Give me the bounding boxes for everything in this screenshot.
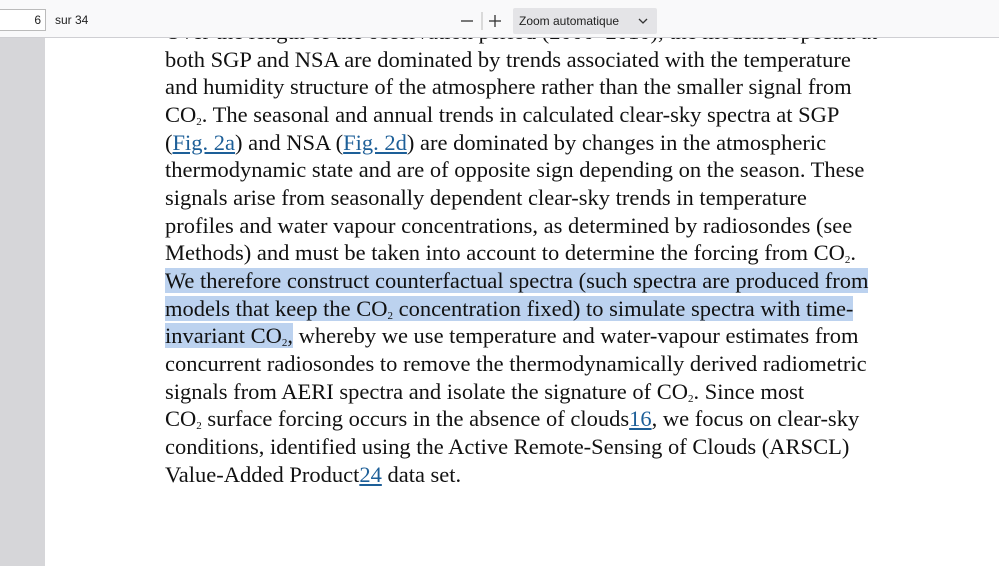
text-line: invariant CO2, whereby we use temperatur… <box>165 322 859 350</box>
text-run: signals arise from seasonally dependent … <box>165 185 807 211</box>
toolbar: 6 sur 34 Zoom automatique <box>0 0 999 38</box>
sidebar <box>0 38 45 566</box>
text-line: CO2. The seasonal and annual trends in c… <box>165 101 839 129</box>
text-run: . The seasonal and annual trends in calc… <box>201 102 840 127</box>
text-run: concentration fixed) to simulate spectra… <box>392 295 854 321</box>
text-line: We therefore construct counterfactual sp… <box>165 267 869 295</box>
text-run: We therefore construct counterfactual sp… <box>165 268 869 294</box>
selection-highlight: 2 <box>281 323 288 350</box>
text-line: and humidity structure of the atmosphere… <box>165 73 852 101</box>
subscript: 2 <box>844 254 851 267</box>
text-line: concurrent radiosondes to remove the the… <box>165 350 867 378</box>
text-run: data set. <box>381 461 462 487</box>
zoom-label: Zoom automatique <box>519 14 620 28</box>
text-run: CO <box>165 102 197 127</box>
reference-link[interactable]: Fig. 2d <box>343 129 407 155</box>
chevron <box>638 18 648 24</box>
zoom-in[interactable] <box>489 15 501 27</box>
text-run: conditions, identified using the Active … <box>165 434 850 460</box>
text-run: ) and NSA ( <box>235 129 344 155</box>
subscript: 2 <box>196 116 202 128</box>
page-number-input[interactable]: 6 <box>0 9 46 31</box>
text-run: surface forcing occurs in the absence of… <box>201 406 630 432</box>
selection-highlight: invariant CO <box>165 323 282 349</box>
text-line: Methods) and must be taken into account … <box>165 239 856 267</box>
text-line: Value-Added Product24 data set. <box>165 461 461 489</box>
text-line: conditions, identified using the Active … <box>165 433 849 461</box>
text-run: , we focus on clear-sky <box>651 406 860 432</box>
text-line: models that keep the CO2 concentration f… <box>165 295 854 323</box>
selection-highlight: models that keep the CO <box>165 295 388 321</box>
text-run: concurrent radiosondes to remove the the… <box>165 351 867 377</box>
text-run: CO <box>165 406 197 432</box>
text-run: , <box>287 323 293 349</box>
text-run: profiles and water vapour concentrations… <box>165 212 853 238</box>
selection-highlight: We therefore construct counterfactual sp… <box>165 268 869 294</box>
text-run: . <box>850 240 856 266</box>
text-line: profiles and water vapour concentrations… <box>165 212 852 240</box>
text-run: . Since most <box>693 378 805 404</box>
subscript: 2 <box>281 337 288 350</box>
text-run: Methods) and must be taken into account … <box>165 240 845 266</box>
subscript: 2 <box>196 420 202 433</box>
text-line: thermodynamic state and are of opposite … <box>165 156 864 184</box>
reference-link[interactable]: Fig. 2a <box>172 129 236 155</box>
text-line: signals arise from seasonally dependent … <box>165 184 807 212</box>
text-run: ( <box>165 129 173 155</box>
text-line: (Fig. 2a) and NSA (Fig. 2d) are dominate… <box>165 129 826 157</box>
text-run: models that keep the CO <box>165 295 388 321</box>
text-run: and humidity structure of the atmosphere… <box>165 74 852 100</box>
text-run: ) are dominated by changes in the atmosp… <box>406 129 827 155</box>
selection-highlight: 2 <box>387 295 393 322</box>
zoom-select[interactable]: Zoom automatique <box>513 8 657 34</box>
selection-highlight: , <box>287 323 293 349</box>
text-line: both SGP and NSA are dominated by trends… <box>165 46 851 74</box>
reference-link[interactable]: 24 <box>359 461 382 487</box>
text-run: both SGP and NSA are dominated by trends… <box>165 46 851 72</box>
text-run: whereby we use temperature and water-vap… <box>292 323 859 349</box>
subscript: 2 <box>688 392 694 405</box>
subscript: 2 <box>387 309 393 322</box>
text-run: Value-Added Product <box>165 461 360 487</box>
page-count: sur 34 <box>55 13 89 27</box>
text-run: signals from AERI spectra and isolate th… <box>165 378 689 404</box>
text-line: CO2 surface forcing occurs in the absenc… <box>165 405 859 433</box>
text-line: signals from AERI spectra and isolate th… <box>165 378 804 406</box>
selection-highlight: concentration fixed) to simulate spectra… <box>392 295 854 321</box>
zoom-buttons <box>461 12 501 30</box>
reference-link[interactable]: 16 <box>629 406 652 432</box>
text-run: thermodynamic state and are of opposite … <box>165 157 865 183</box>
text-run: invariant CO <box>165 323 282 349</box>
